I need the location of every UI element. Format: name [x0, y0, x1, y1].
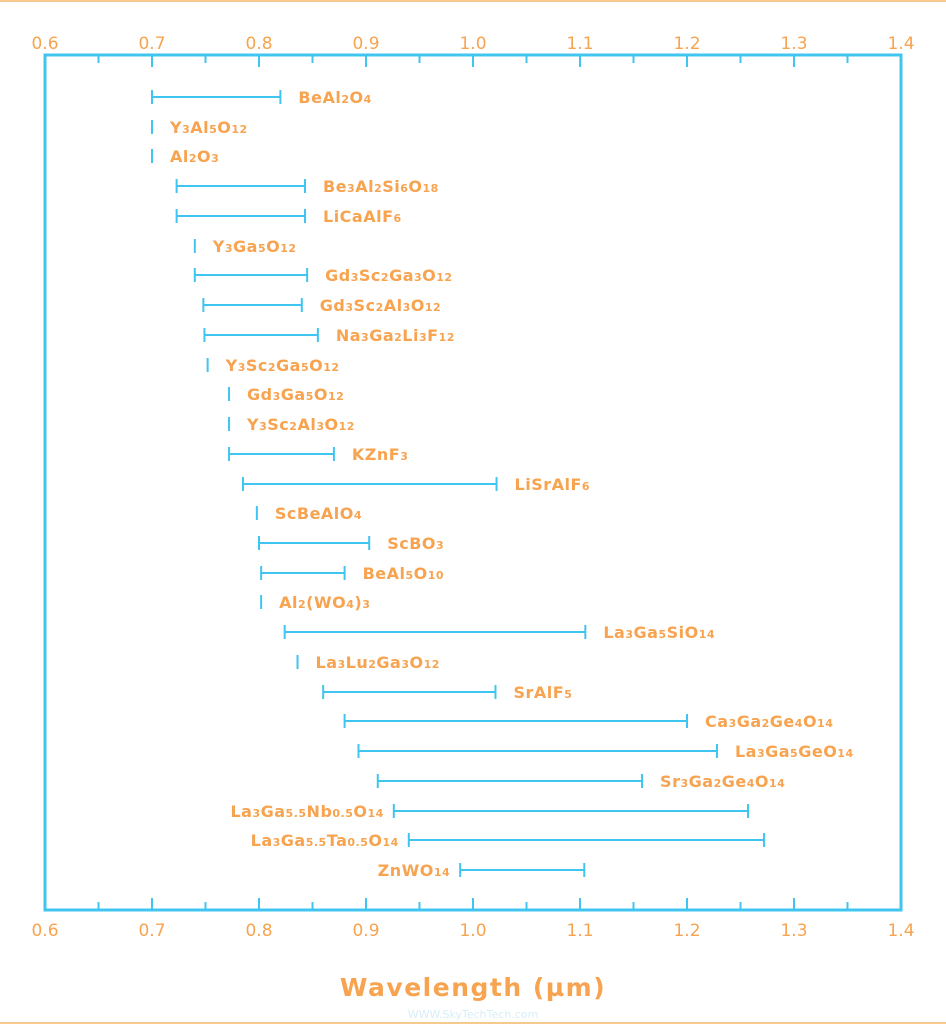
bottom-tick-label: 0.7: [138, 921, 165, 941]
material-label: LiSrAlF6: [515, 475, 591, 494]
material-label: Gd3Sc2Ga3O12: [325, 266, 452, 285]
plot-frame: [43, 53, 903, 912]
bottom-tick-label: 1.1: [566, 921, 593, 941]
range-item: Y3Sc2Ga5O12: [206, 356, 340, 375]
range-item: SrAlF5: [322, 683, 572, 702]
material-label: La3Ga5SiO14: [603, 623, 715, 642]
material-label: Gd3Sc2Al3O12: [320, 296, 441, 315]
top-tick-label: 1.4: [887, 34, 914, 54]
material-label: La3Lu2Ga3O12: [316, 653, 440, 672]
range-item: Y3Ga5O12: [193, 237, 297, 256]
material-label: La3Ga5.5Ta0.5O14: [251, 831, 399, 850]
material-label: Al2(WO4)3: [279, 593, 370, 612]
range-item: La3Lu2Ga3O12: [296, 653, 440, 672]
material-label: BeAl2O4: [298, 88, 371, 107]
material-label: Y3Ga5O12: [212, 237, 297, 256]
bottom-tick-label: 0.6: [31, 921, 58, 941]
range-item: La3Ga5.5Ta0.5O14: [251, 831, 766, 850]
range-item: La3Ga5SiO14: [283, 623, 715, 642]
material-label: BeAl5O10: [363, 564, 445, 583]
material-label: Y3Al5O12: [169, 118, 248, 137]
top-tick-label: 1.2: [673, 34, 700, 54]
top-tick-label: 1.1: [566, 34, 593, 54]
range-item: BeAl2O4: [151, 88, 371, 107]
bottom-tick-label: 1.4: [887, 921, 914, 941]
watermark: WWW.SkyTechTech.com: [408, 1008, 539, 1021]
range-item: ZnWO14: [378, 861, 586, 880]
range-item: ScBO3: [258, 534, 444, 553]
bottom-tick-label: 0.8: [245, 921, 272, 941]
range-item: Y3Sc2Al3O12: [228, 415, 355, 434]
x-axis-label: Wavelength (µm): [340, 973, 606, 1002]
range-item: Gd3Ga5O12: [228, 385, 344, 404]
material-label: SrAlF5: [513, 683, 572, 702]
top-tick-label: 1.0: [459, 34, 486, 54]
range-item: BeAl5O10: [260, 564, 445, 583]
material-label: KZnF3: [352, 445, 408, 464]
bottom-tick-label: 1.2: [673, 921, 700, 941]
range-item: Y3Al5O12: [151, 118, 248, 137]
material-label: Y3Sc2Al3O12: [246, 415, 355, 434]
top-tick-label: 0.8: [245, 34, 272, 54]
range-item: LiCaAlF6: [175, 207, 402, 226]
material-label: La3Ga5GeO14: [735, 742, 854, 761]
range-item: Be3Al2Si6O18: [175, 177, 439, 196]
material-label: La3Ga5.5Nb0.5O14: [230, 802, 383, 821]
material-label: Ca3Ga2Ge4O14: [705, 712, 833, 731]
range-item: Gd3Sc2Ga3O12: [193, 266, 452, 285]
range-item: LiSrAlF6: [241, 475, 591, 494]
material-label: LiCaAlF6: [323, 207, 402, 226]
material-label: Be3Al2Si6O18: [323, 177, 439, 196]
material-label: ZnWO14: [378, 861, 451, 880]
material-label: Na3Ga2Li3F12: [336, 326, 455, 345]
range-item: Na3Ga2Li3F12: [203, 326, 455, 345]
top-tick-label: 0.6: [31, 34, 58, 54]
range-item: Ca3Ga2Ge4O14: [343, 712, 833, 731]
range-item: Sr3Ga2Ge4O14: [376, 772, 785, 791]
material-label: Sr3Ga2Ge4O14: [660, 772, 785, 791]
bottom-tick-label: 1.0: [459, 921, 486, 941]
material-label: Y3Sc2Ga5O12: [225, 356, 340, 375]
material-label: Gd3Ga5O12: [247, 385, 344, 404]
top-axis-ticks: 0.6 0.7 0.8 0.9 1.0 1.1 1.2 1.3 1.4: [31, 34, 915, 67]
range-item: Gd3Sc2Al3O12: [202, 296, 441, 315]
range-item: Al2O3: [151, 147, 219, 166]
top-tick-label: 1.3: [780, 34, 807, 54]
range-item: La3Ga5.5Nb0.5O14: [230, 802, 749, 821]
material-label: ScBeAlO4: [275, 504, 362, 523]
range-item: ScBeAlO4: [255, 504, 362, 523]
range-item: KZnF3: [228, 445, 408, 464]
top-tick-label: 0.7: [138, 34, 165, 54]
range-bars: BeAl2O4 Y3Al5O12 Al2O3 Be3Al2Si6O18 LiCaAlF6…: [151, 88, 854, 880]
range-item: La3Ga5GeO14: [357, 742, 854, 761]
bottom-tick-label: 1.3: [780, 921, 807, 941]
bottom-axis-ticks: 0.6 0.7 0.8 0.9 1.0 1.1 1.2 1.3 1.4: [31, 898, 915, 941]
material-label: Al2O3: [170, 147, 219, 166]
material-label: ScBO3: [387, 534, 444, 553]
bottom-tick-label: 0.9: [352, 921, 379, 941]
top-tick-label: 0.9: [352, 34, 379, 54]
range-item: Al2(WO4)3: [260, 593, 370, 612]
